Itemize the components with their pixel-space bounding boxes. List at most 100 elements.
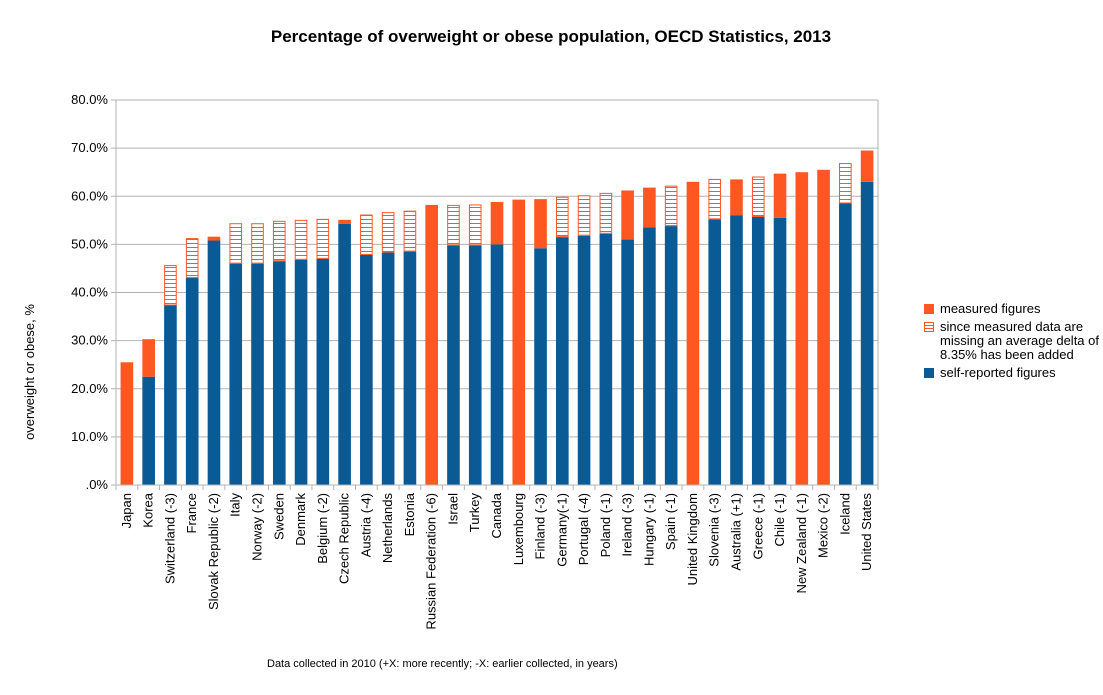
x-tick-label: Slovak Republic (-2) bbox=[206, 493, 221, 610]
legend-item-delta: since measured data are missing an avera… bbox=[924, 320, 1100, 362]
x-tick-label: Ireland (-3) bbox=[620, 493, 635, 557]
y-tick-label: 80.0% bbox=[71, 92, 108, 107]
bar-self-reported bbox=[839, 203, 852, 485]
y-tick-label: 30.0% bbox=[71, 333, 108, 348]
x-tick-label: Iceland bbox=[837, 493, 852, 535]
x-tick-label: Canada bbox=[489, 492, 504, 538]
bar-measured bbox=[686, 181, 700, 485]
x-tick-label: Czech Republic bbox=[337, 493, 352, 585]
bar-estimated-delta bbox=[599, 192, 613, 234]
x-tick-label: Mexico (-2) bbox=[816, 493, 831, 558]
x-tick-label: Hungary (-1) bbox=[641, 493, 656, 566]
bar-self-reported bbox=[316, 258, 330, 485]
bar-estimated-delta bbox=[577, 195, 591, 236]
legend-item-self: self-reported figures bbox=[924, 366, 1100, 380]
bar-self-reported bbox=[251, 263, 264, 485]
x-tick-label: Chile (-1) bbox=[772, 493, 787, 546]
bar-measured bbox=[207, 236, 221, 241]
bar-self-reported bbox=[447, 245, 460, 485]
x-tick-label: Turkey bbox=[467, 493, 482, 533]
bar-self-reported bbox=[599, 233, 613, 485]
x-tick-label: Luxembourg bbox=[511, 493, 526, 565]
legend-swatch-measured bbox=[924, 304, 934, 314]
bar-estimated-delta bbox=[360, 214, 373, 255]
bar-measured bbox=[120, 362, 134, 485]
footnote: Data collected in 2010 (+X: more recentl… bbox=[267, 658, 618, 670]
bar-estimated-delta bbox=[708, 178, 722, 220]
axes: .0% 10.0% 20.0% 30.0% 40.0% 50.0% 60.0% 70.0% 80… bbox=[71, 92, 879, 630]
legend-label-self: self-reported figures bbox=[940, 365, 1056, 380]
x-tick-label: Korea bbox=[141, 492, 156, 527]
x-tick-label: Estonia bbox=[402, 492, 417, 536]
bar-estimated-delta bbox=[272, 220, 286, 262]
bar-self-reported bbox=[185, 278, 199, 485]
bar-measured bbox=[621, 190, 634, 240]
bar-self-reported bbox=[381, 252, 395, 485]
bar-self-reported bbox=[643, 227, 656, 485]
x-tick-label: Netherlands bbox=[380, 493, 395, 564]
bar-self-reported bbox=[272, 261, 286, 485]
bar-self-reported bbox=[360, 254, 373, 485]
x-tick-label: Russian Federation (-6) bbox=[424, 493, 439, 630]
bar-self-reported bbox=[773, 217, 787, 485]
bar-estimated-delta bbox=[447, 204, 460, 246]
bar-estimated-delta bbox=[251, 223, 264, 264]
y-tick-label: 20.0% bbox=[71, 381, 108, 396]
bar-self-reported bbox=[229, 263, 243, 485]
x-tick-label: Switzerland (-3) bbox=[162, 493, 177, 584]
bar-measured bbox=[142, 339, 155, 377]
x-tick-label: Sweden bbox=[271, 493, 286, 540]
y-axis-title: overweight or obese, % bbox=[22, 304, 37, 440]
x-tick-label: Belgium (-2) bbox=[315, 493, 330, 564]
legend-swatch-delta bbox=[924, 322, 934, 332]
bar-self-reported bbox=[730, 215, 743, 485]
bar-self-reported bbox=[664, 226, 678, 485]
bar-self-reported bbox=[164, 305, 177, 485]
bar-estimated-delta bbox=[664, 185, 678, 227]
bar-estimated-delta bbox=[294, 219, 308, 260]
bar-self-reported bbox=[751, 216, 765, 485]
bar-measured bbox=[817, 169, 830, 485]
x-tick-label: Australia (+1) bbox=[728, 493, 743, 571]
bar-estimated-delta bbox=[316, 218, 330, 259]
bar-measured bbox=[490, 202, 504, 245]
bar-self-reported bbox=[860, 181, 874, 485]
bar-estimated-delta bbox=[381, 212, 395, 253]
bar-self-reported bbox=[468, 245, 482, 485]
bar-self-reported bbox=[621, 239, 634, 485]
bar-measured bbox=[534, 199, 547, 249]
bars bbox=[120, 150, 874, 485]
bar-estimated-delta bbox=[839, 163, 852, 204]
bar-self-reported bbox=[207, 240, 221, 485]
y-tick-label: 10.0% bbox=[71, 429, 108, 444]
x-tick-label: Japan bbox=[119, 493, 134, 528]
x-tick-label: Slovenia (-3) bbox=[707, 493, 722, 567]
x-tick-label: Norway (-2) bbox=[250, 493, 265, 561]
bar-measured bbox=[512, 199, 526, 485]
x-tick-label: Austria (-4) bbox=[358, 493, 373, 557]
bar-estimated-delta bbox=[468, 204, 482, 246]
bar-self-reported bbox=[403, 251, 417, 485]
bar-self-reported bbox=[708, 219, 722, 485]
x-tick-label: Spain (-1) bbox=[663, 493, 678, 550]
chart-title: Percentage of overweight or obese popula… bbox=[271, 27, 831, 46]
bar-self-reported bbox=[556, 237, 569, 485]
bar-measured bbox=[860, 150, 874, 182]
bar-estimated-delta bbox=[185, 238, 199, 279]
legend-swatch-self bbox=[924, 368, 934, 378]
y-tick-label: 50.0% bbox=[71, 236, 108, 251]
x-tick-label: Portugal (-4) bbox=[576, 493, 591, 565]
bar-self-reported bbox=[294, 259, 308, 485]
bar-estimated-delta bbox=[751, 176, 765, 217]
bar-estimated-delta bbox=[164, 265, 177, 306]
legend-label-delta: since measured data are missing an avera… bbox=[940, 319, 1099, 362]
x-tick-label: Israel bbox=[445, 493, 460, 525]
bar-measured bbox=[643, 187, 656, 228]
bar-self-reported bbox=[338, 223, 351, 485]
bar-measured bbox=[425, 204, 438, 485]
x-tick-label: Germany(-1) bbox=[554, 493, 569, 567]
x-tick-label: United Kingdom bbox=[685, 493, 700, 586]
bar-estimated-delta bbox=[403, 210, 417, 252]
y-tick-label: 70.0% bbox=[71, 140, 108, 155]
